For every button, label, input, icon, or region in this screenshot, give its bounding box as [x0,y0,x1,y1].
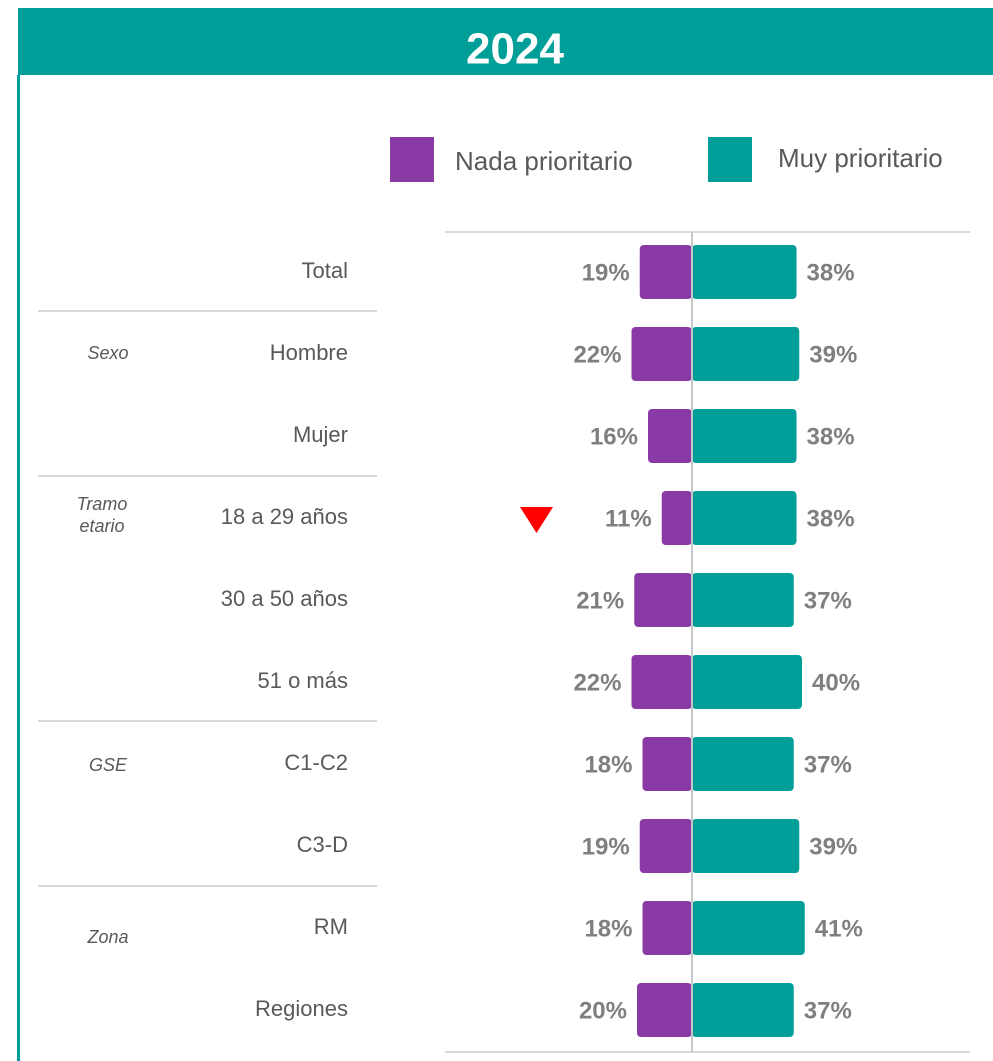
group-label: GSE [89,755,128,775]
bar-left [631,327,692,381]
value-label: 38% [807,259,855,286]
legend-label: Nada prioritario [455,146,633,176]
category-label: 30 a 50 años [221,586,348,611]
category-label: C3-D [297,832,348,857]
bar-left [648,409,692,463]
category-label: Total [302,258,348,283]
value-label: 19% [582,259,630,286]
category-label: C1-C2 [284,750,348,775]
bar-right [692,573,794,627]
category-label: Regiones [255,996,348,1021]
value-label: 21% [576,587,624,614]
category-label: 18 a 29 años [221,504,348,529]
bar-left [639,245,692,299]
bar-left [661,491,692,545]
value-label: 22% [573,669,621,696]
bar-right [692,737,794,791]
value-label: 18% [584,915,632,942]
value-label: 20% [579,997,627,1024]
value-label: 40% [812,669,860,696]
category-label: Hombre [270,340,348,365]
group-label: Sexo [87,343,128,363]
legend-swatch [708,137,752,182]
bar-left [634,573,692,627]
value-label: 41% [815,915,863,942]
bar-left [631,655,692,709]
category-label: Mujer [293,422,348,447]
bar-right [692,819,800,873]
value-label: 37% [804,997,852,1024]
value-label: 38% [807,505,855,532]
bar-right [692,409,797,463]
decrease-marker [520,507,553,533]
chart-title: 2024 [466,25,564,74]
left-border [17,75,20,1061]
bar-right [692,491,797,545]
bar-left [637,983,692,1037]
bar-right [692,327,800,381]
value-label: 39% [809,341,857,368]
value-label: 37% [804,751,852,778]
value-label: 18% [584,751,632,778]
value-label: 38% [807,423,855,450]
category-label: 51 o más [258,668,349,693]
value-label: 19% [582,833,630,860]
legend-label: Muy prioritario [778,143,943,173]
value-label: 16% [590,423,638,450]
group-label: Zona [86,927,128,947]
bar-right [692,245,797,299]
value-label: 11% [605,505,652,532]
group-label: Tramo etario [77,494,128,536]
bar-right [692,901,805,955]
bar-left [639,819,692,873]
header-band [18,8,993,75]
bar-right [692,983,794,1037]
category-label: RM [314,914,348,939]
value-label: 22% [573,341,621,368]
value-label: 37% [804,587,852,614]
bar-right [692,655,802,709]
bar-left [642,737,692,791]
value-label: 39% [809,833,857,860]
bar-left [642,901,692,955]
legend-swatch [390,137,434,182]
